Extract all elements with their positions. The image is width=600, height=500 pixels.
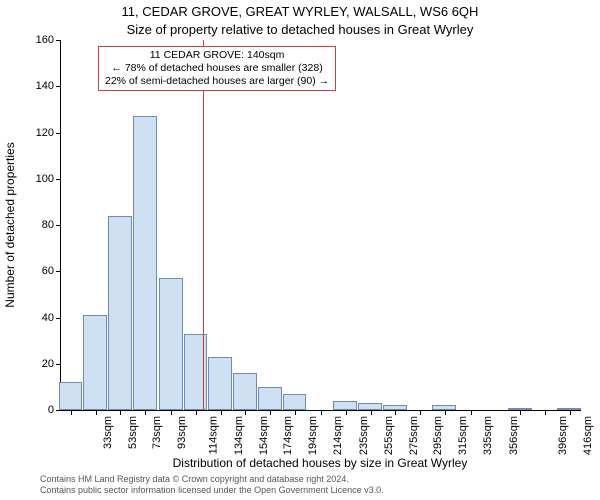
ytick bbox=[56, 225, 61, 226]
footer-line: Contains public sector information licen… bbox=[40, 485, 384, 496]
xtick-label: 33sqm bbox=[102, 416, 114, 449]
xtick-label: 174sqm bbox=[283, 416, 295, 455]
xtick bbox=[196, 410, 197, 415]
xtick bbox=[346, 410, 347, 415]
ytick-label: 20 bbox=[26, 358, 54, 370]
ytick bbox=[56, 40, 61, 41]
xtick bbox=[445, 410, 446, 415]
xtick-label: 356sqm bbox=[508, 416, 520, 455]
histogram-bar bbox=[208, 357, 232, 410]
xtick-label: 255sqm bbox=[383, 416, 395, 455]
histogram-bar bbox=[83, 315, 107, 410]
histogram-bar bbox=[508, 408, 532, 410]
xtick bbox=[471, 410, 472, 415]
xtick-label: 194sqm bbox=[307, 416, 319, 455]
ytick bbox=[56, 86, 61, 87]
histogram-bar bbox=[258, 387, 282, 410]
ytick bbox=[56, 271, 61, 272]
footer-attribution: Contains HM Land Registry data © Crown c… bbox=[40, 474, 384, 496]
xtick bbox=[96, 410, 97, 415]
plot-area: 02040608010012014016033sqm53sqm73sqm93sq… bbox=[60, 40, 580, 410]
ytick bbox=[56, 179, 61, 180]
title-line-2: Size of property relative to detached ho… bbox=[0, 22, 600, 37]
axes: 02040608010012014016033sqm53sqm73sqm93sq… bbox=[60, 40, 581, 411]
xtick-label: 134sqm bbox=[233, 416, 245, 455]
xtick bbox=[245, 410, 246, 415]
xtick-label: 416sqm bbox=[582, 416, 594, 455]
y-axis-label: Number of detached properties bbox=[3, 142, 17, 307]
xtick bbox=[295, 410, 296, 415]
xtick-label: 114sqm bbox=[208, 416, 220, 454]
ytick-label: 40 bbox=[26, 312, 54, 324]
xtick bbox=[171, 410, 172, 415]
xtick-label: 235sqm bbox=[358, 416, 370, 455]
ytick-label: 140 bbox=[26, 80, 54, 92]
xtick bbox=[371, 410, 372, 415]
ytick-label: 120 bbox=[26, 127, 54, 139]
xtick bbox=[395, 410, 396, 415]
ytick-label: 0 bbox=[26, 404, 54, 416]
histogram-bar bbox=[383, 405, 407, 410]
xtick-label: 214sqm bbox=[332, 416, 344, 455]
xtick bbox=[71, 410, 72, 415]
ytick-label: 160 bbox=[26, 34, 54, 46]
histogram-bar bbox=[557, 408, 581, 410]
ytick-label: 60 bbox=[26, 265, 54, 277]
xtick-label: 154sqm bbox=[258, 416, 270, 455]
histogram-bar bbox=[159, 278, 183, 410]
histogram-bar bbox=[283, 394, 307, 410]
xtick-label: 275sqm bbox=[408, 416, 420, 455]
info-box-line: ← 78% of detached houses are smaller (32… bbox=[105, 62, 329, 75]
xtick bbox=[145, 410, 146, 415]
ytick bbox=[56, 364, 61, 365]
ytick bbox=[56, 410, 61, 411]
xtick bbox=[545, 410, 546, 415]
info-box: 11 CEDAR GROVE: 140sqm← 78% of detached … bbox=[98, 46, 336, 91]
xtick bbox=[420, 410, 421, 415]
xtick bbox=[570, 410, 571, 415]
histogram-bar bbox=[432, 405, 456, 410]
histogram-bar bbox=[358, 403, 382, 410]
chart-container: 11, CEDAR GROVE, GREAT WYRLEY, WALSALL, … bbox=[0, 0, 600, 500]
histogram-bar bbox=[59, 382, 83, 410]
info-box-line: 22% of semi-detached houses are larger (… bbox=[105, 75, 329, 88]
histogram-bar bbox=[233, 373, 257, 410]
marker-line bbox=[203, 40, 204, 410]
xtick-label: 73sqm bbox=[151, 416, 163, 449]
xtick-label: 93sqm bbox=[176, 416, 188, 449]
xtick bbox=[221, 410, 222, 415]
ytick-label: 80 bbox=[26, 219, 54, 231]
histogram-bar bbox=[333, 401, 357, 410]
xtick bbox=[270, 410, 271, 415]
xtick-label: 315sqm bbox=[457, 416, 469, 455]
xtick-label: 396sqm bbox=[557, 416, 569, 455]
x-axis-label: Distribution of detached houses by size … bbox=[60, 456, 580, 470]
ytick-label: 100 bbox=[26, 173, 54, 185]
histogram-bar bbox=[133, 116, 157, 410]
xtick bbox=[120, 410, 121, 415]
ytick bbox=[56, 133, 61, 134]
xtick bbox=[520, 410, 521, 415]
xtick bbox=[321, 410, 322, 415]
footer-line: Contains HM Land Registry data © Crown c… bbox=[40, 474, 384, 485]
title-line-1: 11, CEDAR GROVE, GREAT WYRLEY, WALSALL, … bbox=[0, 4, 600, 19]
xtick-label: 335sqm bbox=[482, 416, 494, 455]
info-box-line: 11 CEDAR GROVE: 140sqm bbox=[105, 49, 329, 62]
xtick-label: 53sqm bbox=[127, 416, 139, 449]
ytick bbox=[56, 318, 61, 319]
xtick-label: 295sqm bbox=[432, 416, 444, 455]
histogram-bar bbox=[108, 216, 132, 410]
